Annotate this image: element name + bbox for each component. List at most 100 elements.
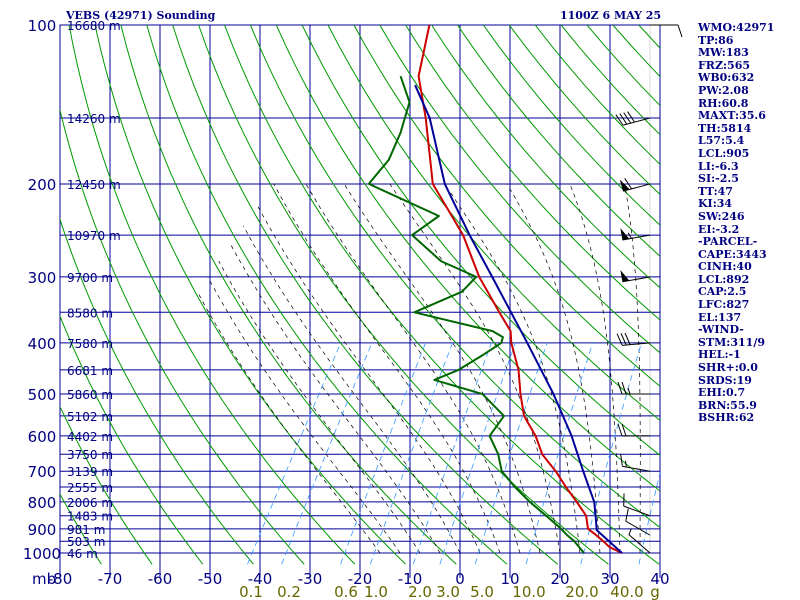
barb-flag [620,453,623,467]
dry-adiabat-line [353,25,660,387]
height-label: 4402 m [67,430,113,444]
dry-adiabat-line [431,25,660,289]
index-item: L57:5.4 [698,134,745,148]
dry-adiabat-line [301,25,660,456]
mixing-ratio-line [412,342,492,565]
mixing-ratio-line [638,471,660,565]
barb-staff [628,534,651,554]
moist-adiabat-line [389,183,561,554]
pressure-tick-label: 100 [28,17,57,35]
pressure-tick-label: 400 [28,335,57,353]
wind-barb [650,24,683,38]
index-item: MW:183 [698,46,749,60]
mixing-ratio-line [525,342,594,565]
index-item: FRZ:565 [698,58,751,72]
y-axis-unit-label: mb [32,570,56,588]
temperature-tick-label: -50 [198,570,223,588]
index-item: SI:-2.5 [698,172,739,186]
height-label: 2555 m [67,481,113,495]
index-item: MAXT:35.6 [698,109,766,123]
index-item: -WIND- [698,323,744,337]
mixing-ratio-line [340,342,426,565]
dry-adiabat-line [94,25,406,565]
mixing-ratio-line [474,342,548,565]
dry-adiabat-line [120,25,457,565]
mixing-ratio-label: 5.0 [470,583,494,600]
obs-time: 1100Z 6 MAY 25 [560,9,662,22]
mixing-ratio-line [439,342,516,565]
index-item: EL:137 [698,310,742,324]
moist-adiabat-line [230,243,441,554]
dry-adiabat-line [198,25,609,565]
temperature-tick-label: 30 [600,570,619,588]
wind-barb [620,269,651,283]
index-item: PW:2.08 [698,83,749,97]
dry-adiabat-line [60,405,153,565]
dry-adiabat-line [146,25,508,565]
sounding-indices-panel: WMO:42971 TP:86 MW:183 FRZ:565 WB0:632 PW:2.0… [698,21,798,425]
pressure-tick-label: 500 [28,386,57,404]
moist-adiabat-line [444,183,581,554]
index-item: EHI:0.7 [698,386,746,400]
barb-flag [616,333,623,346]
moist-adiabat-line [218,260,421,554]
barb-half-flag [627,387,631,395]
parcel-line [414,84,623,554]
barb-flag [619,113,628,125]
dry-adiabat-line [60,108,305,565]
wind-barbs [615,24,683,554]
barb-flag [627,111,635,123]
barb-half-flag [627,232,632,239]
dry-adiabat-line [60,217,254,565]
barb-flag [621,381,627,395]
pressure-tick-label: 600 [28,428,57,446]
barb-flag [617,381,623,395]
barb-staff [623,505,651,517]
temperature-line [417,25,623,554]
mixing-ratio-line [247,342,342,565]
height-label: 6681 m [67,364,113,378]
barb-flag [617,423,623,437]
dry-adiabat-line [249,25,660,529]
wind-barb [625,508,651,536]
temperature-tick-label: -40 [248,570,273,588]
barb-half-flag [628,528,632,535]
dry-adiabat-line [327,25,660,422]
moist-adiabat-line [207,276,401,554]
index-item: LFC:827 [698,298,750,312]
pressure-tick-label: 1000 [23,545,61,563]
height-label: 7580 m [67,337,113,351]
moist-adiabat-line [624,183,641,553]
temperature-tick-label: 0 [455,570,465,588]
mixing-ratio-label: 3.0 [436,583,460,600]
temperature-tick-label: -10 [398,570,423,588]
index-item: CAP:2.5 [698,285,747,299]
barb-flag [677,24,683,38]
moist-adiabat-line [659,542,660,553]
adiabat-lines [60,25,660,565]
temperature-tick-label: 10 [500,570,519,588]
wind-barb [628,528,651,554]
temperature-tick-label: -80 [48,570,73,588]
wind-barb [619,178,651,192]
mixing-ratio-label: 10.0 [512,583,545,600]
height-label: 5102 m [67,410,113,424]
pressure-tick-label: 700 [28,463,57,481]
wind-barb [617,423,650,437]
wind-barb [617,381,650,395]
dry-adiabat-line [379,25,660,354]
index-item: WMO:42971 [698,21,775,34]
mixing-ratio-label: 0.6 [334,583,358,600]
dry-adiabat-line [405,25,660,321]
mixing-ratio-label: 0.1 [239,583,263,600]
index-item: TH:5814 [698,121,752,135]
wind-barb [616,332,651,346]
mixing-ratio-label: 1.0 [364,583,388,600]
barb-flag [624,332,631,345]
moist-adiabat-line [242,225,461,554]
temperature-tick-label: -20 [348,570,373,588]
index-item: BRN:55.9 [698,398,757,412]
index-item: CINH:40 [698,260,752,274]
barb-flag [621,423,627,437]
moist-adiabat-line [305,183,521,554]
